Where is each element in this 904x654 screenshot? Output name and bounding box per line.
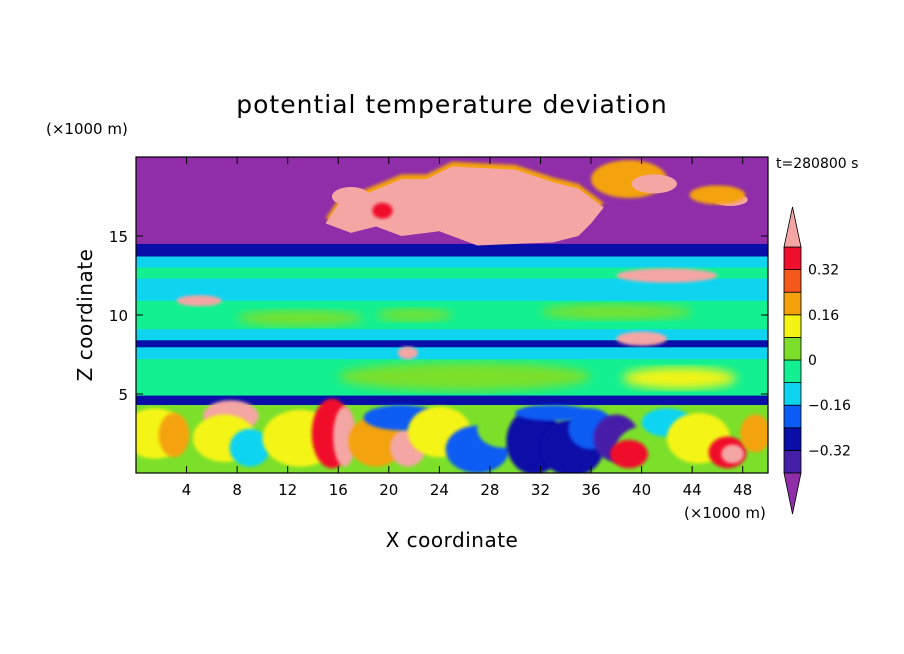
time-label: t=280800 s: [776, 156, 858, 172]
colorbar-tick-label: −0.16: [808, 398, 851, 414]
x-tick-label: 44: [683, 481, 702, 499]
band: [136, 267, 768, 279]
x-tick-label: 20: [379, 481, 398, 499]
contour-blob: [397, 346, 418, 360]
band: [136, 395, 768, 406]
x-tick-label: 32: [531, 481, 550, 499]
contour-blob: [622, 367, 737, 390]
contour-blob: [338, 362, 592, 391]
x-tick-label: 8: [232, 481, 242, 499]
x-tick-label: 36: [581, 481, 600, 499]
contour-blob: [721, 444, 744, 464]
contour-blob: [610, 439, 648, 469]
x-tick-label: 12: [278, 481, 297, 499]
y-tick-label: 10: [109, 307, 128, 325]
colorbar: 0.32 0.16 0 −0.16 −0.32: [783, 206, 851, 515]
contour-blob: [515, 405, 592, 421]
x-unit-label: (×1000 m): [684, 504, 766, 522]
colorbar-swatch: [783, 449, 802, 474]
cloud-core: [325, 166, 604, 246]
upper-transition: [136, 243, 768, 257]
x-tick-label: 24: [430, 481, 449, 499]
colorbar-extend-bottom: [783, 472, 802, 515]
x-tick-label: 40: [632, 481, 651, 499]
band: [136, 278, 768, 301]
contour-blob: [229, 428, 270, 467]
y-axis-label: Z coordinate: [73, 249, 97, 382]
chart-title: potential temperature deviation: [236, 90, 667, 119]
contour-field: [136, 157, 768, 473]
colorbar-swatch: [783, 291, 802, 316]
contour-blob: [176, 295, 222, 307]
x-tick-label: 4: [182, 481, 192, 499]
colorbar-tick-label: −0.32: [808, 443, 851, 459]
colorbar-tick-label: 0.16: [808, 308, 839, 324]
colorbar-swatch: [783, 269, 802, 293]
x-tick-label: 48: [733, 481, 752, 499]
contour-blob: [631, 174, 677, 194]
x-tick-label: 28: [480, 481, 499, 499]
contour-blob: [376, 308, 452, 322]
y-tick-label: 5: [118, 386, 128, 404]
band: [136, 340, 768, 348]
contour-blob: [331, 187, 370, 206]
contour-blob: [372, 202, 393, 219]
contour-blob: [689, 185, 746, 205]
y-tick-label: 15: [109, 228, 128, 246]
colorbar-extend-top: [783, 206, 802, 248]
x-axis: 4 8 12 16 20 24 28 32 36 40 44 48: [182, 157, 752, 499]
y-unit-label: (×1000 m): [46, 120, 128, 138]
colorbar-swatch: [783, 359, 802, 384]
colorbar-swatch: [783, 336, 802, 361]
colorbar-swatch: [783, 382, 802, 406]
contour-blob: [237, 310, 364, 327]
band: [136, 256, 768, 268]
contour-blob: [616, 268, 718, 283]
colorbar-swatch: [783, 314, 802, 338]
colorbar-tick-label: 0.32: [808, 263, 839, 279]
colorbar-swatch: [783, 427, 802, 451]
x-tick-label: 16: [329, 481, 348, 499]
band: [136, 347, 768, 360]
contour-blob: [333, 406, 356, 467]
contour-blob: [158, 412, 190, 458]
x-axis-label: X coordinate: [386, 528, 519, 552]
contour-blob: [540, 303, 693, 320]
contour-blob: [740, 414, 768, 453]
band: [136, 329, 768, 341]
colorbar-swatch: [783, 404, 802, 429]
colorbar-swatch: [783, 246, 802, 271]
colorbar-tick-label: 0: [808, 353, 817, 369]
contour-blob: [616, 331, 667, 346]
y-axis: 5 10 15: [109, 228, 768, 404]
